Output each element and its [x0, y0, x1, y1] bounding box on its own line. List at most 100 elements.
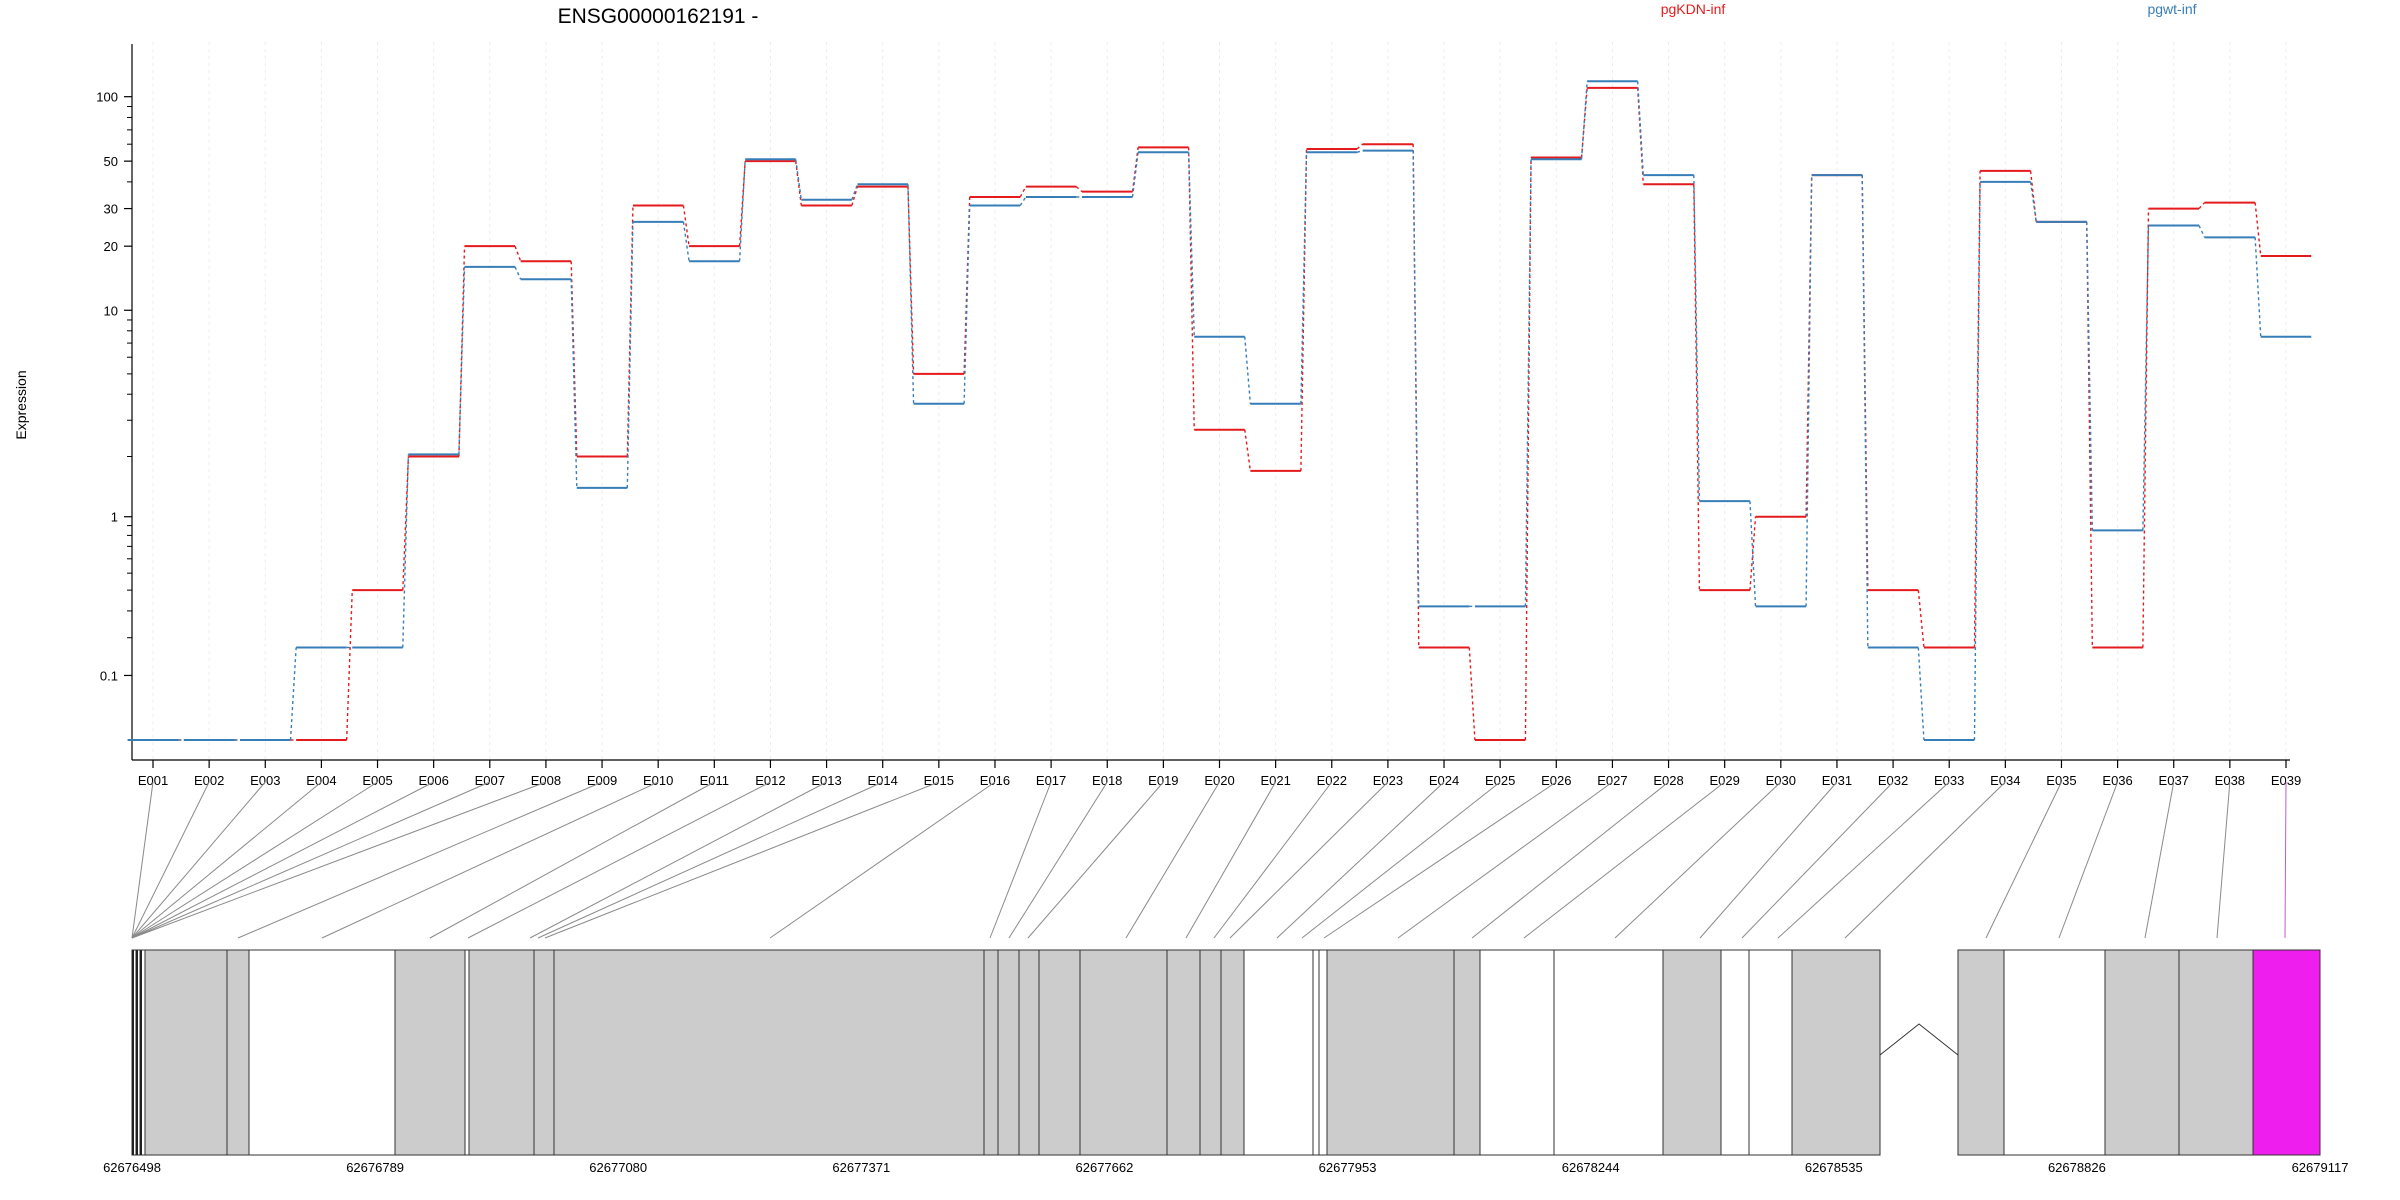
series-connector-pgkdn-inf — [514, 245, 522, 262]
coordinate-label: 62679117 — [2292, 1160, 2349, 1175]
x-tick-label-e004: E004 — [306, 773, 336, 788]
coordinate-label: 62676789 — [346, 1160, 404, 1175]
x-tick-label-e013: E013 — [811, 773, 841, 788]
series-connector-pgkdn-inf — [1019, 186, 1027, 198]
exon-block — [468, 949, 535, 1156]
series-connector-pgkdn-inf — [1075, 186, 1083, 193]
exon-connector — [1699, 781, 1838, 939]
x-tick-label-e023: E023 — [1373, 773, 1403, 788]
series-connector-pgkdn-inf — [1468, 647, 1476, 741]
exon-edge-mark — [136, 950, 138, 1155]
series-connector-pgkdn-inf — [458, 246, 466, 457]
x-tick-label-e028: E028 — [1653, 773, 1683, 788]
exon-block — [1038, 949, 1081, 1156]
y-tick-label: 100 — [96, 90, 118, 105]
series-connector-pgkdn-inf — [2086, 221, 2094, 648]
exon-block — [394, 949, 466, 1156]
x-tick-label-e002: E002 — [194, 773, 224, 788]
exon-connector — [467, 781, 771, 939]
x-tick-label-e008: E008 — [531, 773, 561, 788]
chart-title: ENSG00000162191 - — [558, 5, 759, 28]
x-tick-label-e031: E031 — [1822, 773, 1852, 788]
series-connector-pgkdn-inf — [1749, 516, 1757, 591]
series-connector-pgwt-inf — [1187, 152, 1195, 337]
series-connector-pgkdn-inf — [851, 186, 859, 206]
genomic-coordinate-axis: 62676498 62676789 62677080 62677371 62677662… — [103, 1160, 2348, 1175]
x-tick-label-e034: E034 — [1990, 773, 2020, 788]
exon-block — [1312, 949, 1320, 1156]
exon-connector — [2058, 781, 2119, 939]
series-connector-pgkdn-inf — [795, 161, 803, 206]
x-tick-label-e003: E003 — [250, 773, 280, 788]
series-connector-pgkdn-inf — [1693, 184, 1701, 591]
y-axis-label: Expression — [13, 370, 29, 439]
exon-block — [1220, 949, 1245, 1156]
series-connector-pgkdn-inf — [1244, 429, 1252, 471]
exon-block — [226, 949, 250, 1156]
exon-connector — [237, 781, 603, 939]
exon-connector — [1185, 781, 1277, 939]
series-connector-pgkdn-inf — [402, 456, 410, 591]
exon-block — [997, 949, 1020, 1156]
series-connector-pgwt-inf — [738, 159, 746, 262]
series-connector-pgwt-inf — [570, 279, 578, 488]
exon-connector — [769, 781, 996, 939]
exon-block — [1479, 949, 1555, 1156]
plot-axes: 0.1 1 10 20 30 50 100 E001 E002 E003 E004 E005 E006 E… — [96, 44, 2301, 788]
x-tick-label-e024: E024 — [1429, 773, 1459, 788]
exon-block — [1791, 949, 1881, 1156]
exon-block — [1018, 949, 1040, 1156]
series-connector-pgkdn-inf — [682, 205, 690, 247]
x-tick-label-e005: E005 — [362, 773, 392, 788]
series-connector-pgwt-inf — [402, 454, 410, 648]
series-connector-pgkdn-inf — [1917, 590, 1925, 648]
series-connector-pgwt-inf — [2198, 225, 2206, 238]
series-connector-pgwt-inf — [1244, 336, 1252, 404]
exon-block — [1662, 949, 1722, 1156]
gene-model-track — [131, 949, 2321, 1156]
exon-connector — [544, 781, 940, 939]
x-tick-label-e020: E020 — [1204, 773, 1234, 788]
x-tick-label-e010: E010 — [643, 773, 673, 788]
exon-connectors — [131, 781, 2287, 939]
series-connector-pgwt-inf — [1917, 647, 1925, 741]
exon-connector — [1985, 781, 2062, 939]
exon-block — [2003, 949, 2106, 1156]
exon-block — [144, 949, 228, 1156]
x-tick-label-e027: E027 — [1597, 773, 1627, 788]
x-tick-label-e007: E007 — [475, 773, 505, 788]
exon-connector — [2216, 781, 2231, 939]
exon-connector — [131, 781, 490, 939]
series-connector-pgkdn-inf — [2142, 208, 2150, 648]
series-connector-pgwt-inf — [289, 647, 297, 741]
exon-connector — [131, 781, 154, 939]
x-tick-label-e012: E012 — [755, 773, 785, 788]
series-connector-pgwt-inf — [1861, 175, 1869, 648]
exon-block — [1453, 949, 1481, 1156]
exon-block — [1243, 949, 1314, 1156]
exon-block — [1720, 949, 1750, 1156]
coordinate-label: 62677371 — [832, 1160, 890, 1175]
x-tick-label-e038: E038 — [2215, 773, 2245, 788]
exon-connector — [1471, 781, 1669, 939]
x-tick-label-e016: E016 — [980, 773, 1010, 788]
exon-block — [2178, 949, 2254, 1156]
exon-connector — [1397, 781, 1613, 939]
exon-block — [464, 949, 470, 1156]
series-connector-pgwt-inf — [1636, 81, 1644, 176]
exon-connector — [2284, 781, 2287, 939]
exon-block — [983, 949, 999, 1156]
exon-connector — [1027, 781, 1164, 939]
x-tick-label-e026: E026 — [1541, 773, 1571, 788]
series-connector-pgkdn-inf — [2254, 202, 2262, 257]
x-tick-label-e022: E022 — [1317, 773, 1347, 788]
exon-edge-mark — [140, 950, 142, 1155]
series-connector-pgwt-inf — [907, 184, 915, 404]
series-connector-pgkdn-inf — [1356, 143, 1364, 150]
x-tick-label-e006: E006 — [418, 773, 448, 788]
series-connector-pgwt-inf — [1019, 196, 1027, 206]
exon-connector — [1213, 781, 1333, 939]
legend-entry-pgkdn-inf: pgKDN-inf — [1661, 1, 1726, 17]
coordinate-label: 62677080 — [589, 1160, 647, 1175]
